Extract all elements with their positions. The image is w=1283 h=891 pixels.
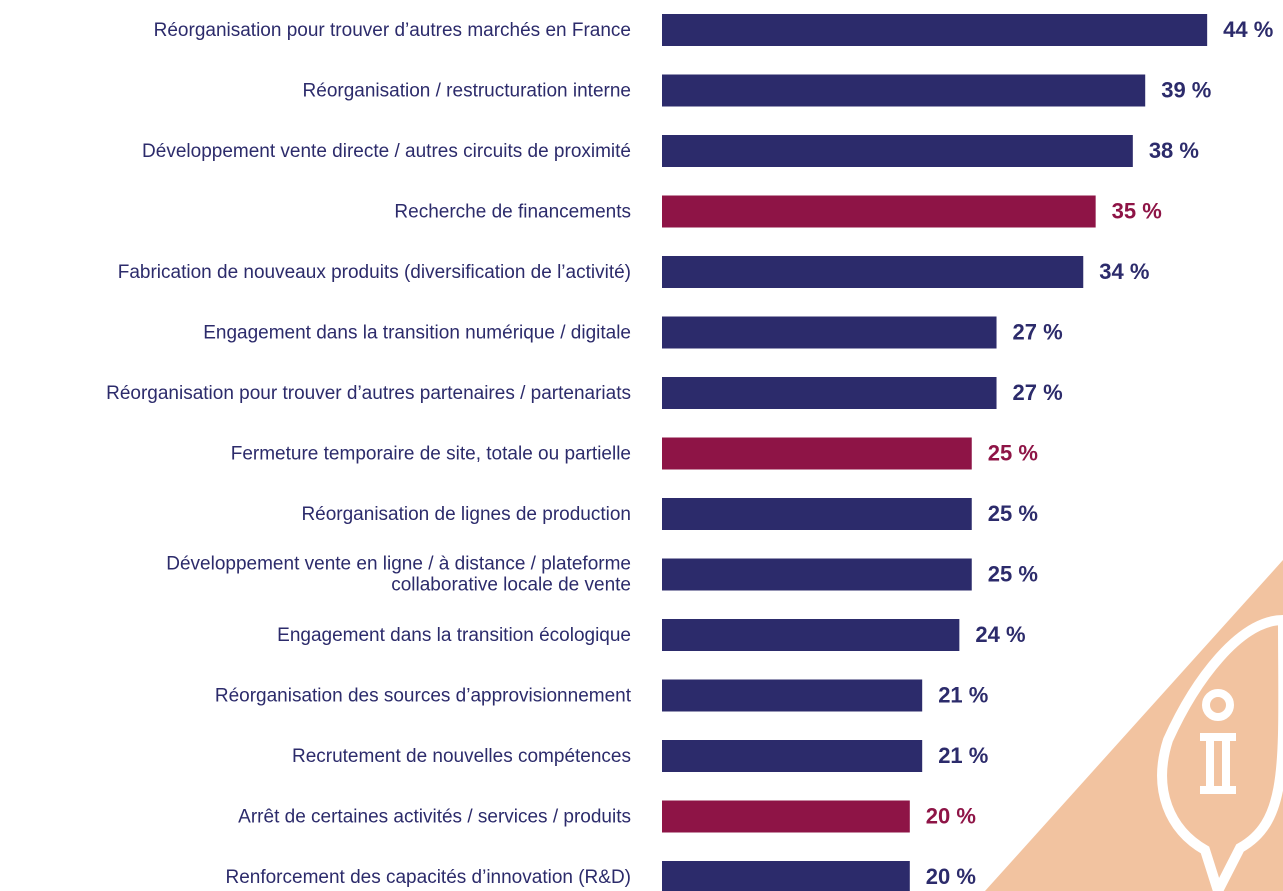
category-label: Réorganisation de lignes de production <box>301 504 631 525</box>
category-label: Renforcement des capacités d’innovation … <box>225 867 631 888</box>
category-label: Réorganisation pour trouver d’autres mar… <box>154 20 631 41</box>
decoration <box>985 560 1283 891</box>
bar <box>662 317 997 349</box>
value-label: 38 % <box>1149 138 1199 163</box>
value-label: 20 % <box>926 864 976 889</box>
value-label: 21 % <box>938 682 988 707</box>
chart: 44 % Réorganisation pour trouver d’autres… <box>0 0 1283 891</box>
bar <box>662 14 1207 46</box>
value-label: 39 % <box>1161 77 1211 102</box>
category-label: Développement vente en ligne / à distanc… <box>166 554 631 575</box>
bar <box>662 740 922 772</box>
bar <box>662 196 1096 228</box>
value-label: 25 % <box>988 501 1038 526</box>
value-label: 27 % <box>1013 319 1063 344</box>
value-label: 24 % <box>975 622 1025 647</box>
bar <box>662 559 972 591</box>
value-label: 20 % <box>926 803 976 828</box>
value-label: 25 % <box>988 440 1038 465</box>
bar <box>662 135 1133 167</box>
category-label: Arrêt de certaines activités / services … <box>238 807 631 828</box>
category-label: Réorganisation pour trouver d’autres par… <box>106 383 631 404</box>
category-label: Réorganisation / restructuration interne <box>303 81 631 102</box>
bar <box>662 619 959 651</box>
bar <box>662 75 1145 107</box>
value-label: 27 % <box>1013 380 1063 405</box>
category-label: collaborative locale de vente <box>391 575 631 596</box>
category-label: Engagement dans la transition numérique … <box>203 323 631 344</box>
bar <box>662 377 997 409</box>
category-label: Réorganisation des sources d’approvision… <box>215 686 632 707</box>
bar <box>662 680 922 712</box>
bar <box>662 498 972 530</box>
category-label: Fermeture temporaire de site, totale ou … <box>231 444 631 465</box>
value-label: 34 % <box>1099 259 1149 284</box>
value-label: 21 % <box>938 743 988 768</box>
value-label: 25 % <box>988 561 1038 586</box>
bar <box>662 438 972 470</box>
bar <box>662 801 910 833</box>
bar <box>662 256 1083 288</box>
category-label: Recrutement de nouvelles compétences <box>292 746 631 767</box>
value-label: 44 % <box>1223 17 1273 42</box>
category-label: Fabrication de nouveaux produits (divers… <box>118 262 631 283</box>
category-label: Engagement dans la transition écologique <box>277 625 631 646</box>
category-label: Recherche de financements <box>394 202 631 223</box>
value-label: 35 % <box>1112 198 1162 223</box>
category-label: Développement vente directe / autres cir… <box>142 141 631 162</box>
bar <box>662 861 910 891</box>
